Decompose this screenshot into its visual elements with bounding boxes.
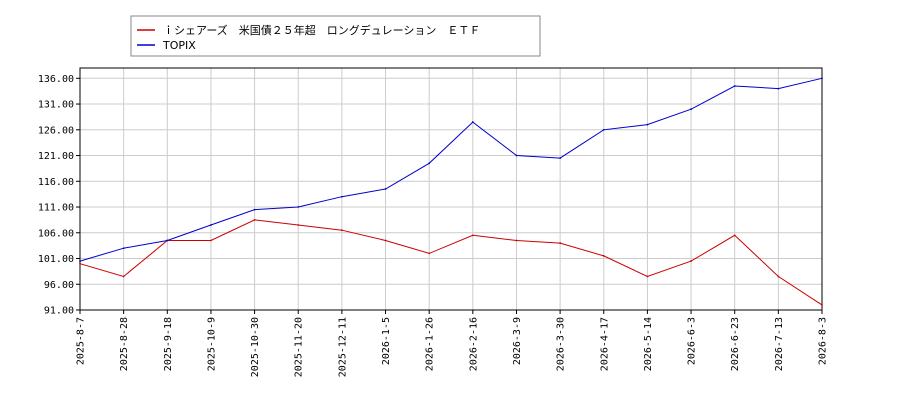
x-tick-label: 2025-11-20 [294, 317, 305, 377]
x-tick-label: 2025-10-9 [206, 317, 217, 371]
series-2-point [471, 121, 474, 123]
series-1-point [602, 255, 605, 257]
x-tick-label: 2026-6-3 [687, 317, 698, 365]
series-2-point [253, 208, 256, 211]
y-tick-label: 126.00 [38, 125, 74, 136]
y-tick-label: 116.00 [38, 177, 74, 188]
series-line-2 [79, 77, 823, 262]
plot-frame [79, 67, 823, 311]
series-2-point [166, 239, 169, 242]
y-tick-label: 111.00 [38, 203, 74, 214]
series-2-point [515, 154, 518, 157]
legend-label-series-2: TOPIX [162, 39, 196, 52]
series-2-point [646, 123, 649, 126]
y-tick-label: 121.00 [38, 151, 74, 162]
x-tick-label: 2026-8-3 [818, 317, 829, 365]
x-tick-label: 2025-8-28 [119, 317, 130, 371]
series-2-point [821, 77, 823, 80]
series-2-point [733, 85, 736, 87]
y-tick-label: 131.00 [38, 100, 74, 111]
legend-label-series-1: ｉシェアーズ 米国債２５年超 ロングデュレーション ＥＴＦ [163, 23, 480, 37]
series-1-point [559, 242, 562, 244]
x-tick-label: 2025-9-18 [163, 317, 174, 371]
series-1-point [821, 303, 823, 306]
series-2-point [559, 157, 562, 160]
series-1-point [690, 260, 692, 262]
series-2-point [602, 128, 605, 131]
series-1-point [733, 234, 736, 237]
series-2-point [777, 87, 780, 90]
y-axis-ticks: 91.00 96.00 101.00 106.00 111.00 116.00 121.00… [38, 74, 80, 317]
series-1-point [122, 275, 125, 278]
x-tick-label: 2026-3-30 [556, 317, 567, 371]
x-axis-ticks: 2025-8-7 2025-8-28 2025-9-18 2025-10-9 2025-… [76, 310, 829, 377]
series-1-point [646, 275, 649, 278]
series-2-point [340, 195, 343, 198]
x-tick-label: 2026-2-16 [468, 317, 479, 371]
series-2-point [297, 206, 300, 208]
x-tick-label: 2025-10-30 [250, 317, 261, 377]
series-1-point [515, 239, 518, 242]
x-tick-label: 2026-3-9 [512, 317, 523, 365]
series-1-point [428, 252, 431, 255]
series-1-point [210, 239, 212, 242]
series-1-point [297, 224, 300, 226]
x-tick-label: 2025-12-11 [337, 317, 348, 377]
x-tick-label: 2025-8-7 [76, 317, 87, 365]
series-1-point [79, 262, 81, 265]
x-tick-label: 2026-4-17 [599, 317, 610, 371]
series-2-point [122, 247, 125, 250]
series-1-point [471, 234, 474, 237]
series-1-point [340, 229, 343, 232]
x-tick-label: 2026-1-26 [425, 317, 436, 371]
x-tick-label: 2026-7-13 [774, 317, 785, 371]
series-1-point [253, 218, 256, 221]
x-tick-label: 2026-5-14 [643, 317, 654, 371]
y-tick-label: 106.00 [38, 228, 74, 239]
legend: ｉシェアーズ 米国債２５年超 ロングデュレーション ＥＴＦ TOPIX [130, 15, 541, 57]
series-2-point [210, 224, 212, 226]
y-tick-label: 91.00 [44, 306, 74, 317]
series-2-point [428, 162, 431, 165]
series-line-1 [79, 219, 823, 306]
series-2-point [79, 260, 81, 262]
y-tick-label: 96.00 [44, 280, 74, 291]
x-tick-label: 2026-6-23 [730, 317, 741, 371]
series-layer [79, 77, 823, 306]
series-1-point [777, 275, 780, 278]
series-1-point [384, 239, 387, 242]
series-2-point [690, 108, 692, 111]
x-tick-label: 2026-1-5 [381, 317, 392, 365]
y-tick-label: 101.00 [38, 254, 74, 265]
y-tick-label: 136.00 [38, 74, 74, 85]
series-2-point [384, 188, 387, 190]
legend-box [130, 15, 541, 57]
